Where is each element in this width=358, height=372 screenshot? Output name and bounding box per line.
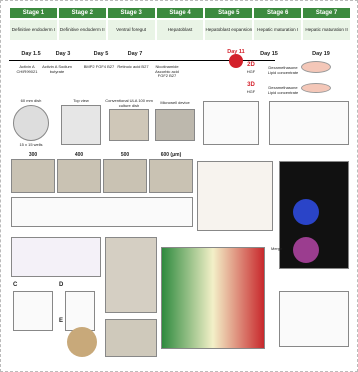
- day-label: Day 5: [93, 51, 109, 57]
- factor-label: BMP2 FGF4 B27: [83, 64, 115, 69]
- day-label: Day 1.5: [21, 51, 41, 57]
- day-label: Day 11: [227, 49, 245, 55]
- label: 60 mm dish: [20, 98, 42, 103]
- panel-letter: C: [13, 282, 18, 288]
- micrograph: [11, 159, 55, 193]
- dish-schematic: [13, 105, 49, 141]
- stage-name: Hepatoblast expansion: [204, 19, 254, 41]
- stage-name: Ventral foregut: [106, 19, 156, 41]
- stage-header: Stage 7: [302, 7, 351, 19]
- label: Microwell device: [160, 100, 190, 105]
- stage-header: Stage 5: [204, 7, 254, 19]
- micrograph-stack: [105, 237, 157, 313]
- factor-label: Nicotinamide Ascorbic acid FGF2 B27: [155, 64, 179, 79]
- top-view: [61, 105, 101, 145]
- micrograph: [103, 159, 147, 193]
- schematic: [11, 237, 101, 277]
- size-label: 400: [74, 152, 84, 158]
- organoid-image: [67, 327, 97, 357]
- stage-name: Definitive endoderm II: [57, 19, 107, 41]
- stage-header: Stage 2: [57, 7, 107, 19]
- stage-header: Stage 1: [9, 7, 58, 19]
- schematic: [197, 161, 273, 231]
- factor-label: Retinoic acid B27: [117, 64, 149, 69]
- stage-name: Hepatic maturation I: [253, 19, 303, 41]
- label: 15 x 15 wells: [19, 142, 43, 147]
- stage-name: Definitive endoderm I: [9, 19, 58, 41]
- panel-letter: E: [59, 318, 64, 324]
- scatter-plot: [203, 101, 259, 145]
- mode-label: 2D: [247, 62, 255, 68]
- stage-header: Stage 4: [155, 7, 205, 19]
- box-plot: [13, 291, 53, 331]
- stage-name: Hepatoblast: [155, 19, 205, 41]
- factor-label: Activin A Sodium butyrate: [42, 64, 72, 74]
- micrograph: [105, 319, 157, 357]
- day11-marker: [229, 54, 243, 68]
- factor-label: Dexamethasone Lipid concentrate: [267, 85, 299, 95]
- bar-chart: [65, 291, 95, 331]
- nucleus-stain: [293, 199, 319, 225]
- day-label: Day 7: [127, 51, 143, 57]
- violin-plot: [269, 101, 349, 145]
- size-label: 600 (μm): [160, 152, 182, 158]
- heatmap: [161, 247, 265, 349]
- timeline-arrow: [9, 60, 275, 61]
- stage-header: Stage 3: [106, 7, 156, 19]
- merge-stain: [293, 237, 319, 263]
- micrograph: [57, 159, 101, 193]
- stage-header: Stage 6: [253, 7, 303, 19]
- factor-label: Activin A CHIR99021: [16, 64, 38, 74]
- micrograph: [155, 109, 195, 141]
- day-label: Day 3: [55, 51, 71, 57]
- label: Merge: [271, 246, 283, 251]
- bar-charts: [11, 197, 193, 227]
- panel-letter: D: [59, 282, 64, 288]
- factor-label: HGF: [246, 69, 256, 74]
- stage-name: Hepatic maturation II: [302, 19, 351, 41]
- size-label: 300: [28, 152, 38, 158]
- size-label: 500: [120, 152, 130, 158]
- day-label: Day 19: [312, 51, 330, 57]
- label: Top view: [73, 98, 89, 103]
- micrograph: [149, 159, 193, 193]
- label: Conventional ULA 100 mm culture dish: [105, 98, 153, 108]
- micrograph: [109, 109, 149, 141]
- dish-icon: [301, 61, 331, 73]
- line-chart: [279, 291, 349, 347]
- factor-label: HGF: [246, 89, 256, 94]
- dish-icon: [301, 83, 331, 93]
- day-label: Day 15: [260, 51, 278, 57]
- mode-label: 3D: [247, 82, 255, 88]
- factor-label: Dexamethasone Lipid concentrate: [267, 65, 299, 75]
